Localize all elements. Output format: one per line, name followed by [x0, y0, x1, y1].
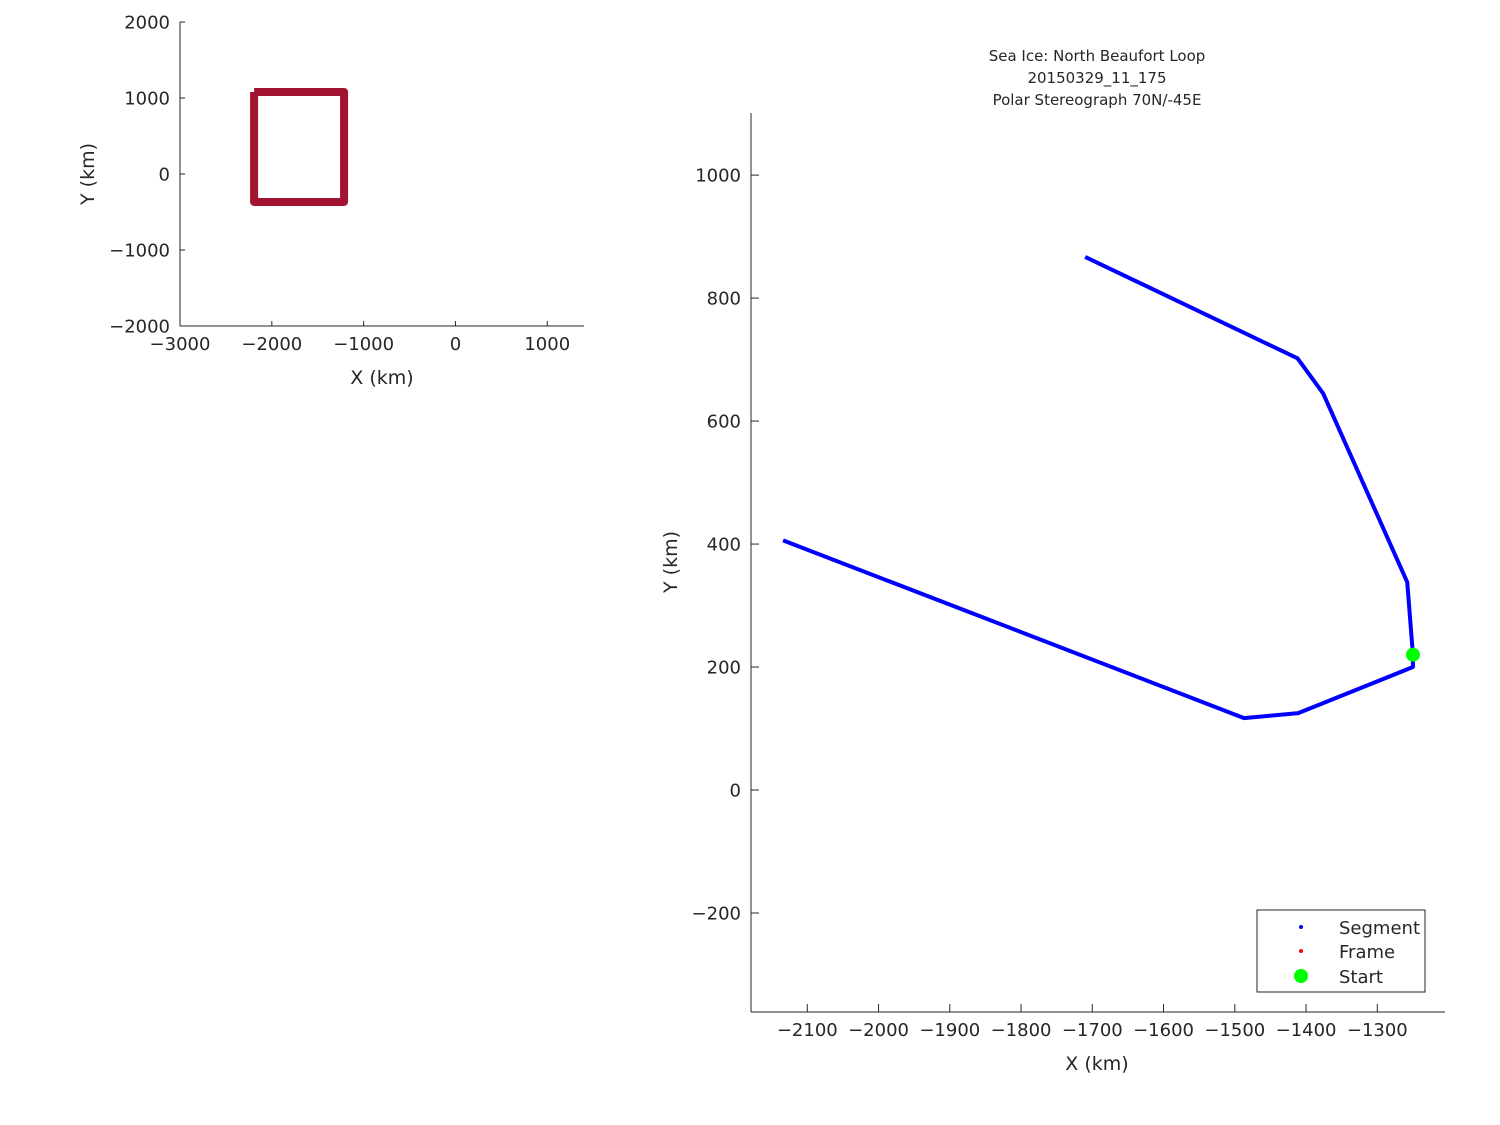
overview-xlabel: X (km): [350, 367, 413, 389]
y-tick-label: 800: [707, 288, 741, 309]
legend-start-label: Start: [1339, 967, 1383, 988]
y-tick-label: 400: [707, 534, 741, 555]
x-tick-label: −2100: [777, 1020, 838, 1041]
x-tick-label: −1400: [1276, 1020, 1337, 1041]
region-outline: [250, 87, 349, 206]
x-tick-label: 0: [450, 334, 461, 355]
main-ylabel: Y (km): [660, 531, 682, 594]
legend-box: [1256, 909, 1426, 993]
legend-segment-label: Segment: [1339, 918, 1420, 939]
x-tick-label: −1600: [1133, 1020, 1194, 1041]
y-tick-label: 2000: [124, 12, 170, 33]
y-tick-label: 200: [707, 657, 741, 678]
legend-frame-label: Frame: [1339, 942, 1395, 963]
segment-line: [782, 255, 1415, 721]
x-tick-label: −1300: [1347, 1020, 1408, 1041]
x-tick-label: −1800: [991, 1020, 1052, 1041]
x-tick-label: −1000: [333, 334, 394, 355]
chart-title-line-2: 20150329_11_175: [1027, 69, 1166, 88]
x-tick-label: −2000: [241, 334, 302, 355]
x-tick-label: 1000: [524, 334, 570, 355]
y-tick-label: 1000: [124, 88, 170, 109]
x-tick-label: −2000: [848, 1020, 909, 1041]
y-tick-label: 600: [707, 411, 741, 432]
y-tick-label: −2000: [109, 316, 170, 337]
y-tick-label: −200: [692, 903, 741, 924]
x-tick-label: −3000: [150, 334, 211, 355]
y-tick-label: 0: [159, 164, 170, 185]
chart-title-line-3: Polar Stereograph 70N/-45E: [993, 91, 1202, 109]
y-tick-label: 1000: [695, 165, 741, 186]
y-tick-label: 0: [730, 780, 741, 801]
legend-segment-marker: [1299, 925, 1303, 929]
x-tick-label: −1700: [1062, 1020, 1123, 1041]
x-tick-label: −1500: [1204, 1020, 1265, 1041]
x-tick-label: −1900: [919, 1020, 980, 1041]
y-tick-label: −1000: [109, 240, 170, 261]
overview-ylabel: Y (km): [77, 143, 99, 206]
main-axes: −2100 −2000 −1900 −1800 −1700 −1600 −1500 −1400…: [692, 113, 1445, 1041]
legend-frame-marker: [1299, 949, 1303, 953]
chart-title-line-1: Sea Ice: North Beaufort Loop: [989, 47, 1206, 65]
legend-start-marker: [1294, 969, 1308, 983]
legend: Segment Frame Start: [1256, 909, 1426, 993]
main-xlabel: X (km): [1065, 1053, 1128, 1075]
start-marker: [1405, 647, 1420, 662]
